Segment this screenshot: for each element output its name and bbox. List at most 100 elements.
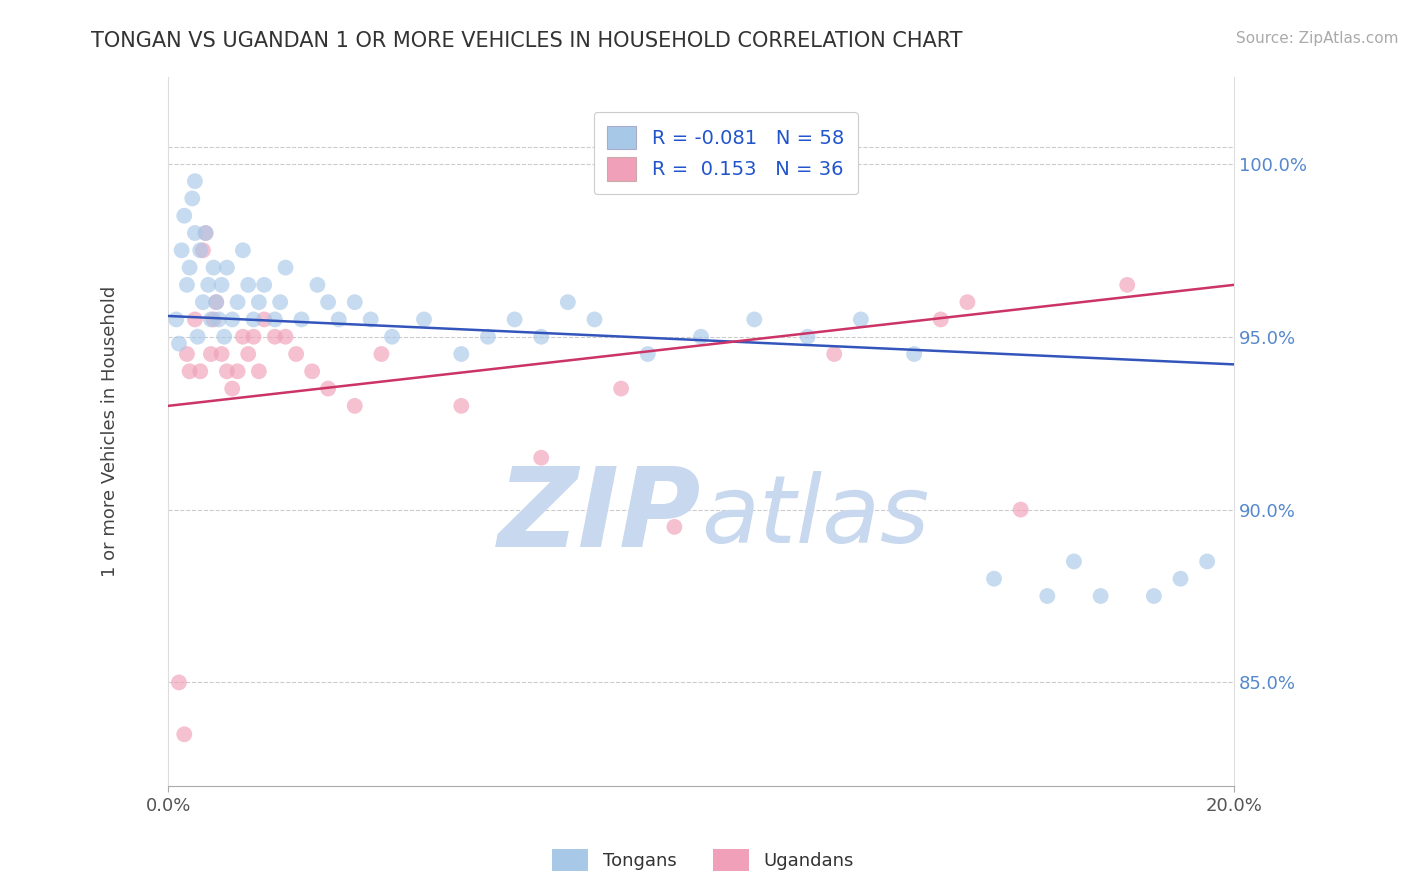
Point	[610, 382, 633, 396]
Point	[221, 382, 243, 396]
Point	[200, 347, 222, 361]
Text: Source: ZipAtlas.com: Source: ZipAtlas.com	[1236, 31, 1399, 46]
Point	[664, 520, 686, 534]
Point	[188, 244, 211, 258]
Point	[328, 312, 350, 326]
Point	[226, 364, 249, 378]
Point	[188, 364, 211, 378]
Point	[263, 312, 285, 326]
Point	[503, 312, 526, 326]
Point	[823, 347, 845, 361]
Point	[1036, 589, 1059, 603]
Text: 1 or more Vehicles in Household: 1 or more Vehicles in Household	[101, 286, 118, 577]
Point	[247, 364, 270, 378]
Point	[557, 295, 579, 310]
Text: TONGAN VS UGANDAN 1 OR MORE VEHICLES IN HOUSEHOLD CORRELATION CHART: TONGAN VS UGANDAN 1 OR MORE VEHICLES IN …	[91, 31, 963, 51]
Point	[929, 312, 952, 326]
Point	[1116, 277, 1139, 292]
Point	[212, 329, 235, 343]
Point	[690, 329, 713, 343]
Point	[530, 329, 553, 343]
Point	[194, 226, 217, 240]
Point	[187, 329, 209, 343]
Legend: Tongans, Ugandans: Tongans, Ugandans	[546, 842, 860, 879]
Point	[242, 312, 264, 326]
Point	[165, 312, 187, 326]
Point	[413, 312, 436, 326]
Point	[211, 277, 233, 292]
Text: atlas: atlas	[702, 471, 929, 562]
Point	[956, 295, 979, 310]
Point	[238, 347, 260, 361]
Point	[360, 312, 382, 326]
Point	[247, 295, 270, 310]
Point	[343, 399, 366, 413]
Point	[983, 572, 1005, 586]
Point	[208, 312, 231, 326]
Point	[1197, 554, 1219, 568]
Point	[197, 277, 219, 292]
Point	[253, 312, 276, 326]
Point	[200, 312, 222, 326]
Point	[381, 329, 404, 343]
Point	[215, 260, 238, 275]
Point	[181, 191, 204, 205]
Point	[1063, 554, 1085, 568]
Point	[191, 295, 214, 310]
Point	[274, 329, 297, 343]
Point	[179, 364, 201, 378]
Point	[176, 347, 198, 361]
Point	[184, 226, 207, 240]
Point	[1143, 589, 1166, 603]
Point	[205, 295, 228, 310]
Point	[285, 347, 308, 361]
Point	[226, 295, 249, 310]
Point	[176, 277, 198, 292]
Point	[184, 174, 207, 188]
Point	[194, 226, 217, 240]
Point	[903, 347, 925, 361]
Point	[167, 675, 190, 690]
Point	[370, 347, 392, 361]
Point	[530, 450, 553, 465]
Point	[316, 382, 339, 396]
Point	[232, 244, 254, 258]
Point	[742, 312, 765, 326]
Point	[583, 312, 606, 326]
Point	[269, 295, 291, 310]
Point	[450, 347, 472, 361]
Point	[316, 295, 339, 310]
Point	[179, 260, 201, 275]
Point	[307, 277, 329, 292]
Point	[290, 312, 312, 326]
Point	[796, 329, 818, 343]
Point	[202, 312, 225, 326]
Point	[170, 244, 193, 258]
Point	[450, 399, 472, 413]
Legend: R = -0.081   N = 58, R =  0.153   N = 36: R = -0.081 N = 58, R = 0.153 N = 36	[593, 112, 858, 194]
Point	[215, 364, 238, 378]
Point	[263, 329, 285, 343]
Point	[849, 312, 872, 326]
Point	[637, 347, 659, 361]
Point	[173, 727, 195, 741]
Point	[1010, 502, 1032, 516]
Point	[343, 295, 366, 310]
Point	[301, 364, 323, 378]
Text: ZIP: ZIP	[498, 463, 702, 570]
Point	[1090, 589, 1112, 603]
Point	[191, 244, 214, 258]
Point	[238, 277, 260, 292]
Point	[211, 347, 233, 361]
Point	[232, 329, 254, 343]
Point	[205, 295, 228, 310]
Point	[167, 336, 190, 351]
Point	[242, 329, 264, 343]
Point	[202, 260, 225, 275]
Point	[274, 260, 297, 275]
Point	[1170, 572, 1192, 586]
Point	[173, 209, 195, 223]
Point	[477, 329, 499, 343]
Point	[184, 312, 207, 326]
Point	[253, 277, 276, 292]
